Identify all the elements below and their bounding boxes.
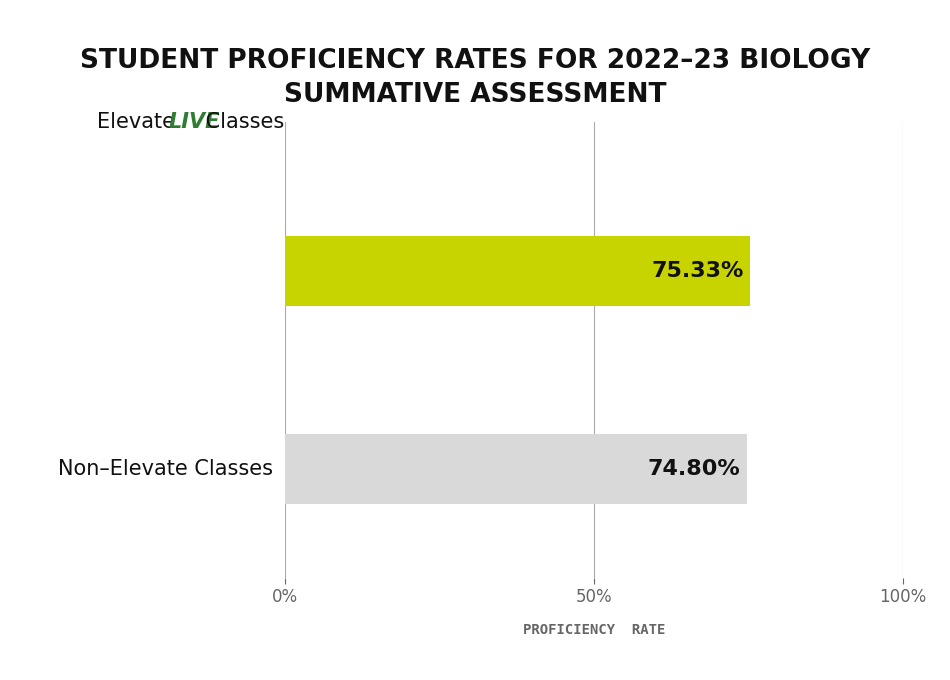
- Bar: [285, 435, 747, 504]
- Text: 75.33%: 75.33%: [652, 261, 744, 281]
- Text: 74.80%: 74.80%: [648, 459, 741, 479]
- X-axis label: PROFICIENCY  RATE: PROFICIENCY RATE: [522, 623, 665, 637]
- Text: STUDENT PROFICIENCY RATES FOR 2022–23 BIOLOGY
SUMMATIVE ASSESSMENT: STUDENT PROFICIENCY RATES FOR 2022–23 BI…: [80, 48, 870, 107]
- Text: Non–Elevate Classes: Non–Elevate Classes: [58, 459, 273, 479]
- Text: Classes: Classes: [200, 112, 285, 133]
- Bar: [285, 236, 750, 305]
- Text: LIVE: LIVE: [169, 112, 220, 133]
- Text: Elevate: Elevate: [97, 112, 181, 133]
